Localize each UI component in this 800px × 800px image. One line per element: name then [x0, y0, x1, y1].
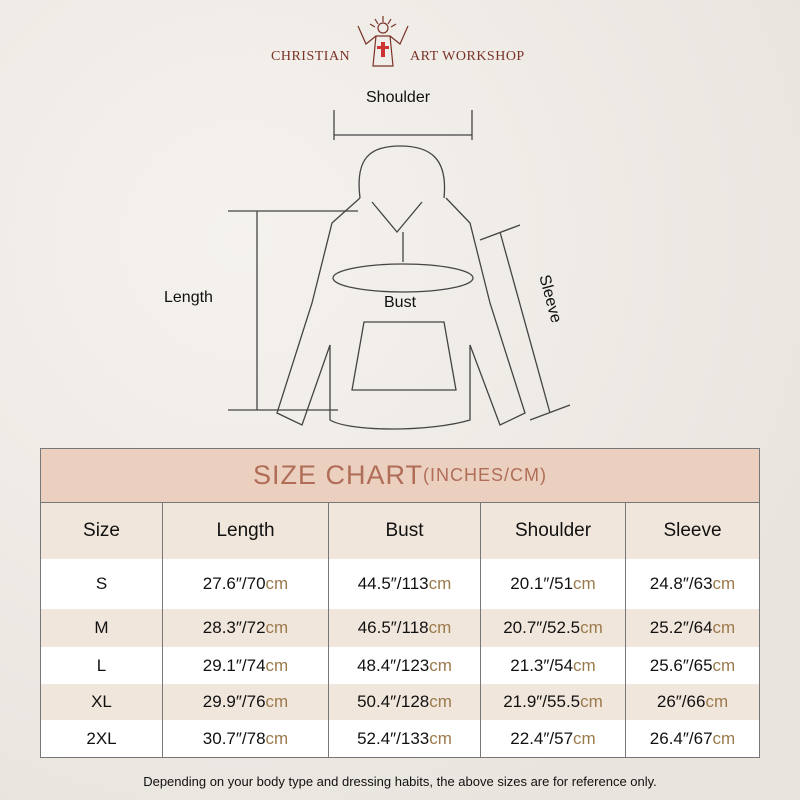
cm-unit: cm	[428, 574, 452, 593]
title-text: SIZE CHART	[252, 460, 424, 490]
size-cell: M	[41, 609, 163, 647]
size-chart-table: SIZE CHART (INCHES/CM) Size Length Bust S…	[40, 448, 760, 758]
table-header-row: Size Length Bust Shoulder Sleeve	[41, 503, 759, 559]
length-label: Length	[164, 289, 213, 306]
cm-unit: cm	[265, 655, 289, 675]
inch-value: 21.9″/55.5	[503, 692, 581, 711]
inch-value: 44.5″/113	[357, 574, 429, 593]
cm-unit: cm	[265, 574, 289, 593]
cm-unit: cm	[428, 618, 452, 637]
inch-value: 25.2″/64	[649, 618, 713, 637]
cm-unit: cm	[573, 655, 596, 675]
size-chart-title: SIZE CHART (INCHES/CM)	[41, 449, 759, 503]
measure-cell: 44.5″/113 cm	[329, 559, 481, 609]
inch-value: 20.1″/51	[510, 574, 574, 593]
inch-value: 21.3″/54	[510, 655, 574, 675]
inch-value: 30.7″/78	[202, 728, 266, 748]
measure-cell: 25.6″/65 cm	[626, 647, 759, 684]
measure-cell: 29.1″/74 cm	[163, 647, 329, 684]
measure-cell: 30.7″/78 cm	[163, 720, 329, 757]
inch-value: 25.6″/65	[649, 655, 713, 675]
cm-unit: cm	[580, 692, 603, 711]
size-cell: L	[41, 647, 163, 684]
measure-cell: 29.9″/76 cm	[163, 684, 329, 720]
measure-cell: 28.3″/72 cm	[163, 609, 329, 647]
brand-logo: CHRISTIAN ART WORKSHOP	[0, 14, 800, 74]
measure-cell: 26.4″/67 cm	[626, 720, 759, 757]
inch-value: 50.4″/128	[357, 692, 430, 711]
inch-value: 52.4″/133	[357, 728, 430, 748]
cm-unit: cm	[429, 728, 452, 748]
bust-label: Bust	[384, 294, 417, 311]
measure-cell: 50.4″/128 cm	[329, 684, 481, 720]
brand-left-text: CHRISTIAN	[271, 49, 351, 64]
measure-cell: 20.7″/52.5 cm	[481, 609, 626, 647]
table-row: S 27.6″/70 cm 44.5″/113 cm 20.1″/51 cm 24.8″/63…	[41, 559, 759, 609]
table-row: L 29.1″/74 cm 48.4″/123 cm 21.3″/54 cm 25.6″/65…	[41, 647, 759, 684]
inch-value: 27.6″/70	[202, 574, 266, 593]
header-sleeve: Sleeve	[663, 520, 722, 541]
size-cell: 2XL	[41, 720, 163, 757]
cm-unit: cm	[573, 574, 596, 593]
measure-cell: 46.5″/118 cm	[329, 609, 481, 647]
cm-unit: cm	[429, 692, 452, 711]
cm-unit: cm	[580, 618, 603, 637]
inch-value: 28.3″/72	[202, 618, 266, 637]
footnote: Depending on your body type and dressing…	[143, 774, 657, 789]
table-row: XL 29.9″/76 cm 50.4″/128 cm 21.9″/55.5 cm 26″/6…	[41, 684, 759, 720]
cm-unit: cm	[712, 618, 736, 637]
hoodie-diagram	[228, 110, 571, 430]
size-cell: XL	[41, 684, 163, 720]
inch-value: 29.9″/76	[202, 692, 266, 711]
inch-value: 48.4″/123	[357, 655, 430, 675]
inch-value: 24.8″/63	[649, 574, 713, 593]
cm-unit: cm	[265, 728, 289, 748]
inch-value: 20.7″/52.5	[503, 618, 581, 637]
inch-value: 29.1″/74	[202, 655, 266, 675]
cm-unit: cm	[265, 618, 289, 637]
jesus-figure-icon	[357, 16, 409, 67]
cm-unit: cm	[712, 574, 736, 593]
cm-unit: cm	[712, 655, 736, 675]
cm-unit: cm	[705, 692, 729, 711]
measure-cell: 48.4″/123 cm	[329, 647, 481, 684]
title-units: (INCHES/CM)	[423, 465, 548, 485]
inch-value: 22.4″/57	[510, 728, 574, 748]
table-row: M 28.3″/72 cm 46.5″/118 cm 20.7″/52.5 cm 25.2″/…	[41, 609, 759, 647]
measure-cell: 52.4″/133 cm	[329, 720, 481, 757]
table-row: 2XL 30.7″/78 cm 52.4″/133 cm 22.4″/57 cm 26.4″/…	[41, 720, 759, 757]
measure-cell: 21.9″/55.5 cm	[481, 684, 626, 720]
measure-cell: 21.3″/54 cm	[481, 647, 626, 684]
inch-value: 26″/66	[656, 692, 706, 711]
cm-unit: cm	[265, 692, 289, 711]
inch-value: 26.4″/67	[649, 728, 713, 748]
measure-cell: 20.1″/51 cm	[481, 559, 626, 609]
header-shoulder: Shoulder	[481, 503, 626, 559]
measure-cell: 24.8″/63 cm	[626, 559, 759, 609]
inch-value: 46.5″/118	[357, 618, 429, 637]
cm-unit: cm	[429, 655, 452, 675]
measure-cell: 25.2″/64 cm	[626, 609, 759, 647]
header-bust: Bust	[329, 503, 481, 559]
cm-unit: cm	[573, 728, 596, 748]
measure-cell: 26″/66 cm	[626, 684, 759, 720]
measure-cell: 22.4″/57 cm	[481, 720, 626, 757]
header-size: Size	[41, 503, 163, 559]
measure-cell: 27.6″/70 cm	[163, 559, 329, 609]
brand-right-text: ART WORKSHOP	[410, 49, 525, 64]
shoulder-label: Shoulder	[366, 89, 431, 106]
size-cell: S	[41, 559, 163, 609]
cm-unit: cm	[712, 728, 736, 748]
header-length: Length	[163, 503, 329, 559]
